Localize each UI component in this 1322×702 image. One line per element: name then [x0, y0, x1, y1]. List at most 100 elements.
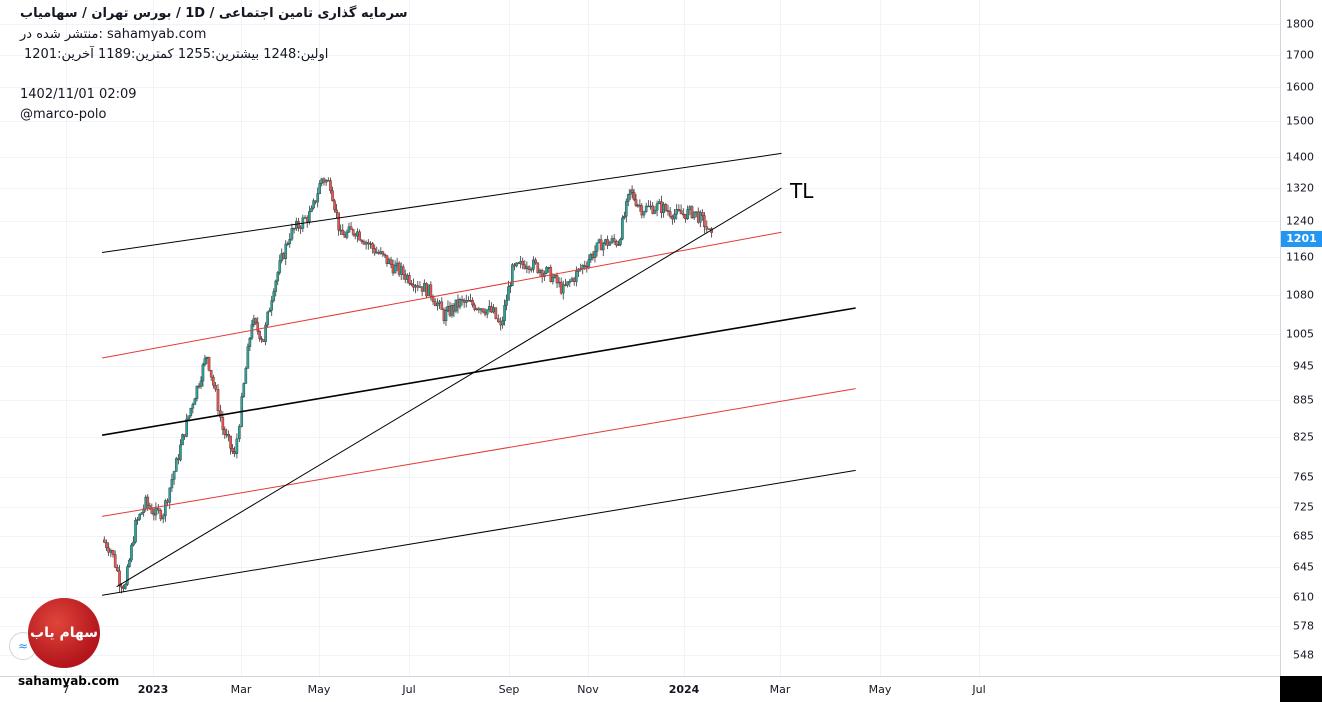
- candle-body: [130, 544, 133, 561]
- candle-body: [490, 306, 493, 313]
- footer-site: sahamyab.com: [18, 674, 120, 688]
- candle-body: [312, 200, 315, 209]
- candle-body: [585, 266, 589, 268]
- candle-body: [626, 194, 630, 202]
- candle-body: [642, 211, 646, 216]
- candle-body: [617, 244, 620, 246]
- candle-body: [256, 322, 260, 332]
- candle-body: [559, 281, 563, 294]
- candle-body: [566, 281, 569, 286]
- time-tick-label: Jul: [402, 683, 416, 696]
- candle-body: [316, 193, 319, 203]
- candle-body: [199, 380, 203, 387]
- candle-body: [619, 238, 622, 245]
- candle-body: [612, 238, 616, 242]
- candle-body: [593, 251, 597, 258]
- candle-body: [416, 285, 420, 288]
- candle-body: [290, 228, 294, 240]
- price-tick-label: 1400: [1286, 150, 1314, 164]
- ohlc-values: اولین:1248 بیشترین:1255 کمترین:1189 آخری…: [24, 47, 329, 62]
- candle-body: [109, 550, 113, 553]
- candle-body: [543, 272, 546, 277]
- price-tick-label: 645: [1293, 560, 1314, 574]
- price-tick-label: 1320: [1286, 181, 1314, 195]
- candle-body: [655, 203, 659, 211]
- candles: [102, 177, 713, 594]
- candle-body: [610, 238, 614, 243]
- candle-body: [673, 213, 676, 220]
- candle-body: [356, 231, 359, 237]
- source-text: منتشر شده در: sahamyab.com: [20, 27, 207, 42]
- candle-body: [692, 211, 696, 219]
- candle-body: [471, 300, 474, 306]
- candle-body: [327, 180, 330, 182]
- candle-body: [523, 264, 527, 269]
- candle-body: [246, 346, 250, 369]
- candle-body: [227, 433, 230, 437]
- candle-body: [140, 512, 143, 515]
- trendlines: [101, 152, 856, 596]
- candle-body: [191, 404, 195, 409]
- candle-body: [483, 311, 487, 315]
- candle-body: [250, 324, 254, 339]
- candle-body: [561, 284, 565, 294]
- candle-body: [606, 239, 609, 246]
- candle-body: [238, 426, 241, 440]
- candle-body: [485, 309, 489, 315]
- trendline-channel-middle: [101, 307, 856, 436]
- candle-body: [595, 242, 599, 252]
- candle-body: [274, 280, 278, 292]
- candle-body: [408, 275, 411, 284]
- candle-body: [587, 259, 591, 267]
- candle-body: [205, 356, 209, 359]
- time-tick-label: Nov: [577, 683, 599, 696]
- time-tick-label: 7: [62, 683, 70, 696]
- candle-body: [362, 241, 366, 245]
- candle-body: [494, 307, 498, 319]
- chart-title: سرمایه گذاری تامین اجتماعی / 1D / بورس ت…: [20, 6, 408, 21]
- candle-body: [575, 271, 578, 282]
- candle-body: [503, 305, 506, 321]
- price-tick-label: 725: [1293, 500, 1314, 514]
- candle-body: [126, 566, 129, 585]
- candle-body: [297, 221, 300, 228]
- candle-body: [651, 205, 655, 214]
- candle-body: [272, 291, 276, 301]
- price-tick-label: 578: [1293, 619, 1314, 633]
- candle-body: [367, 242, 370, 245]
- candle-body: [339, 229, 342, 232]
- candle-body: [564, 284, 567, 286]
- candle-body: [527, 266, 531, 270]
- candle-body: [621, 217, 624, 240]
- candle-body: [341, 229, 345, 236]
- candle-body: [653, 210, 657, 214]
- candle-body: [229, 435, 232, 449]
- candle-body: [623, 215, 626, 219]
- candle-body: [492, 307, 495, 313]
- candle-body: [521, 260, 525, 266]
- candle-body: [538, 270, 542, 273]
- candle-body: [632, 192, 636, 200]
- candle-body: [433, 301, 437, 307]
- candle-body: [235, 438, 239, 454]
- candle-body: [383, 253, 387, 256]
- candle-body: [120, 585, 123, 588]
- candle-body: [266, 311, 269, 326]
- price-tick-label: 548: [1293, 648, 1314, 662]
- candle-body: [707, 228, 711, 230]
- candle-body: [515, 262, 518, 267]
- candle-body: [189, 407, 193, 416]
- candle-body: [164, 500, 167, 516]
- trendline-label: TL: [790, 179, 814, 203]
- price-tick-label: 1160: [1286, 250, 1314, 264]
- candle-body: [351, 229, 355, 235]
- candle-body: [684, 214, 687, 220]
- candle-body: [303, 217, 307, 219]
- candle-body: [294, 221, 298, 230]
- candle-body: [146, 496, 150, 506]
- candle-body: [292, 228, 296, 230]
- candle-body: [529, 269, 533, 271]
- candle-body: [624, 201, 628, 217]
- candle-body: [154, 507, 158, 516]
